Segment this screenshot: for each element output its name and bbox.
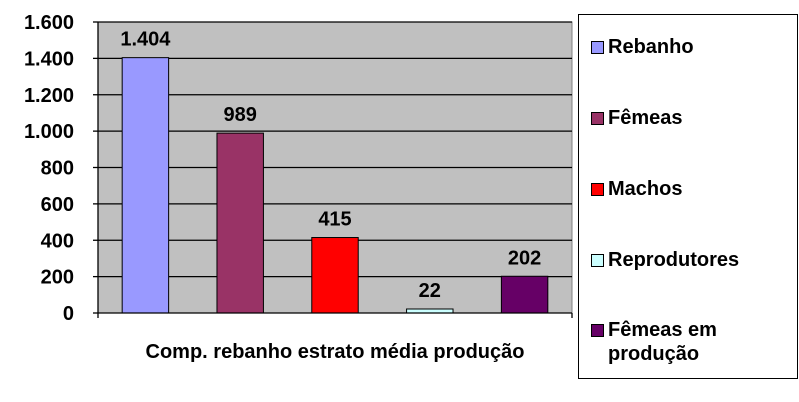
y-tick-label: 200 — [41, 267, 74, 289]
bars — [121, 57, 549, 314]
legend-item: Fêmeas — [591, 106, 793, 130]
gridlines — [98, 21, 572, 278]
axes — [93, 21, 573, 318]
bar-rebanho — [121, 57, 170, 314]
y-tick-label: 600 — [41, 194, 74, 216]
legend-swatch — [591, 41, 604, 54]
legend-item: Machos — [591, 177, 793, 201]
legend-label: Fêmeas em produção — [608, 319, 717, 365]
bar-labels: 1.404 989 415 22 202 — [120, 29, 541, 302]
legend-item: Rebanho — [591, 35, 793, 59]
legend: Rebanho Fêmeas Machos Reprodutores Fêmeas em… — [578, 14, 798, 379]
legend-label: Rebanho — [608, 36, 694, 58]
legend-swatch — [591, 112, 604, 125]
bar-data-label: 989 — [224, 104, 257, 126]
bar-data-label: 415 — [318, 209, 351, 231]
legend-item: Fêmeas em produção — [591, 318, 793, 366]
bar-machos — [311, 237, 359, 314]
y-tick-label: 1.400 — [24, 48, 74, 70]
bar-data-label: 1.404 — [120, 29, 171, 51]
legend-swatch — [591, 254, 604, 267]
y-tick-label: 1.000 — [24, 121, 74, 143]
legend-label: Fêmeas — [608, 107, 683, 129]
legend-label: Machos — [608, 178, 683, 200]
legend-item: Reprodutores — [591, 248, 793, 272]
legend-swatch — [591, 183, 604, 196]
x-axis-label: Comp. rebanho estrato média produção — [145, 341, 525, 363]
legend-swatch — [591, 324, 604, 337]
bar-f-meas — [216, 132, 264, 314]
bar-data-label: 22 — [419, 280, 441, 302]
y-tick-label: 1.200 — [24, 85, 74, 107]
y-tick-label: 800 — [41, 158, 74, 180]
bar-data-label: 202 — [508, 247, 541, 269]
bar-f-meas-em-produ-o — [500, 275, 549, 314]
y-tick-label: 400 — [41, 230, 74, 252]
y-tick-label: 1.600 — [24, 12, 74, 34]
y-tick-label: 0 — [63, 303, 74, 325]
legend-label: Reprodutores — [608, 249, 740, 271]
y-tick-labels: 0 200 400 600 800 1.000 1.200 1.400 1.600 — [24, 12, 74, 325]
